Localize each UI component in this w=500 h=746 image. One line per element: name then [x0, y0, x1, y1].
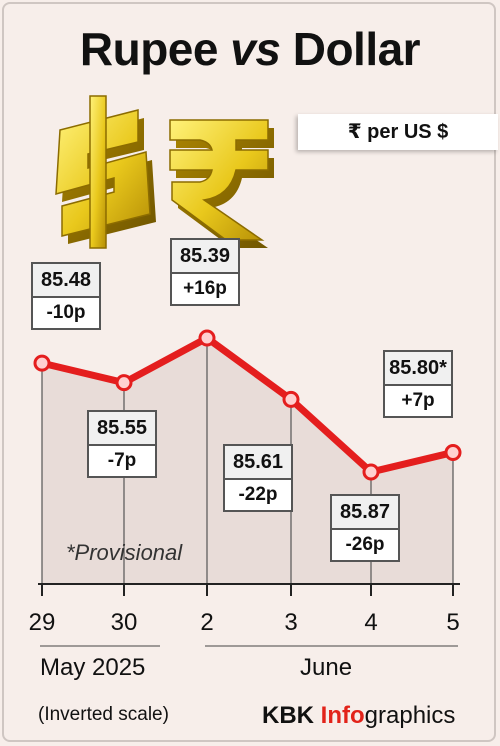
data-point-4	[362, 463, 380, 481]
x-tick-label-2: 2	[200, 609, 213, 636]
x-tick-label-4: 4	[364, 609, 377, 636]
title-rupee: Rupee	[79, 23, 219, 75]
value-label: 85.61	[225, 446, 291, 480]
data-point-29	[33, 354, 51, 372]
title-vs: vs	[230, 23, 281, 75]
data-point-5	[444, 443, 462, 461]
unit-label: ₹ per US $	[298, 114, 498, 150]
series-line	[41, 334, 454, 476]
x-tick-label-30: 30	[111, 609, 138, 636]
credit-logo: KBK Infographics	[262, 702, 455, 730]
value-label: 85.55	[89, 412, 155, 446]
value-box-30: 85.55 -7p	[87, 410, 157, 478]
change-label: -10p	[33, 298, 99, 328]
title-dollar: Dollar	[292, 23, 421, 75]
dollar-sign-icon	[55, 95, 156, 249]
value-label: 85.39	[172, 240, 238, 274]
chart-title: Rupee vs Dollar	[0, 22, 500, 76]
value-box-4: 85.87 -26p	[330, 494, 400, 562]
inverted-scale-note: (Inverted scale)	[38, 704, 169, 725]
change-label: -26p	[332, 530, 398, 560]
x-tick-label-29: 29	[29, 609, 56, 636]
month-label-may: May 2025	[40, 654, 146, 681]
value-box-5: 85.80* +7p	[383, 350, 453, 418]
data-point-3	[282, 390, 300, 408]
rupee-sign-icon	[169, 119, 274, 248]
x-tick-label-3: 3	[284, 609, 297, 636]
value-label: 85.48	[33, 264, 99, 298]
credit-graphics: graphics	[364, 702, 456, 729]
x-axis-labels: 29 30 2 3 4 5	[29, 609, 460, 636]
value-box-3: 85.61 -22p	[223, 444, 293, 512]
data-point-30	[115, 374, 133, 392]
value-box-29: 85.48 -10p	[31, 262, 101, 330]
credit-kbk: KBK	[262, 702, 314, 729]
change-label: +16p	[172, 274, 238, 304]
credit-info: Info	[320, 702, 365, 729]
change-label: -22p	[225, 480, 291, 510]
change-label: -7p	[89, 446, 155, 476]
change-label: +7p	[385, 386, 451, 416]
provisional-note: *Provisional	[66, 540, 183, 565]
data-point-2	[198, 329, 216, 347]
x-axis-ticks	[41, 584, 454, 596]
month-label-june: June	[300, 654, 353, 681]
value-label: 85.87	[332, 496, 398, 530]
value-label: 85.80*	[385, 352, 451, 386]
x-tick-label-5: 5	[446, 609, 459, 636]
data-markers	[33, 329, 462, 481]
value-box-2: 85.39 +16p	[170, 238, 240, 306]
